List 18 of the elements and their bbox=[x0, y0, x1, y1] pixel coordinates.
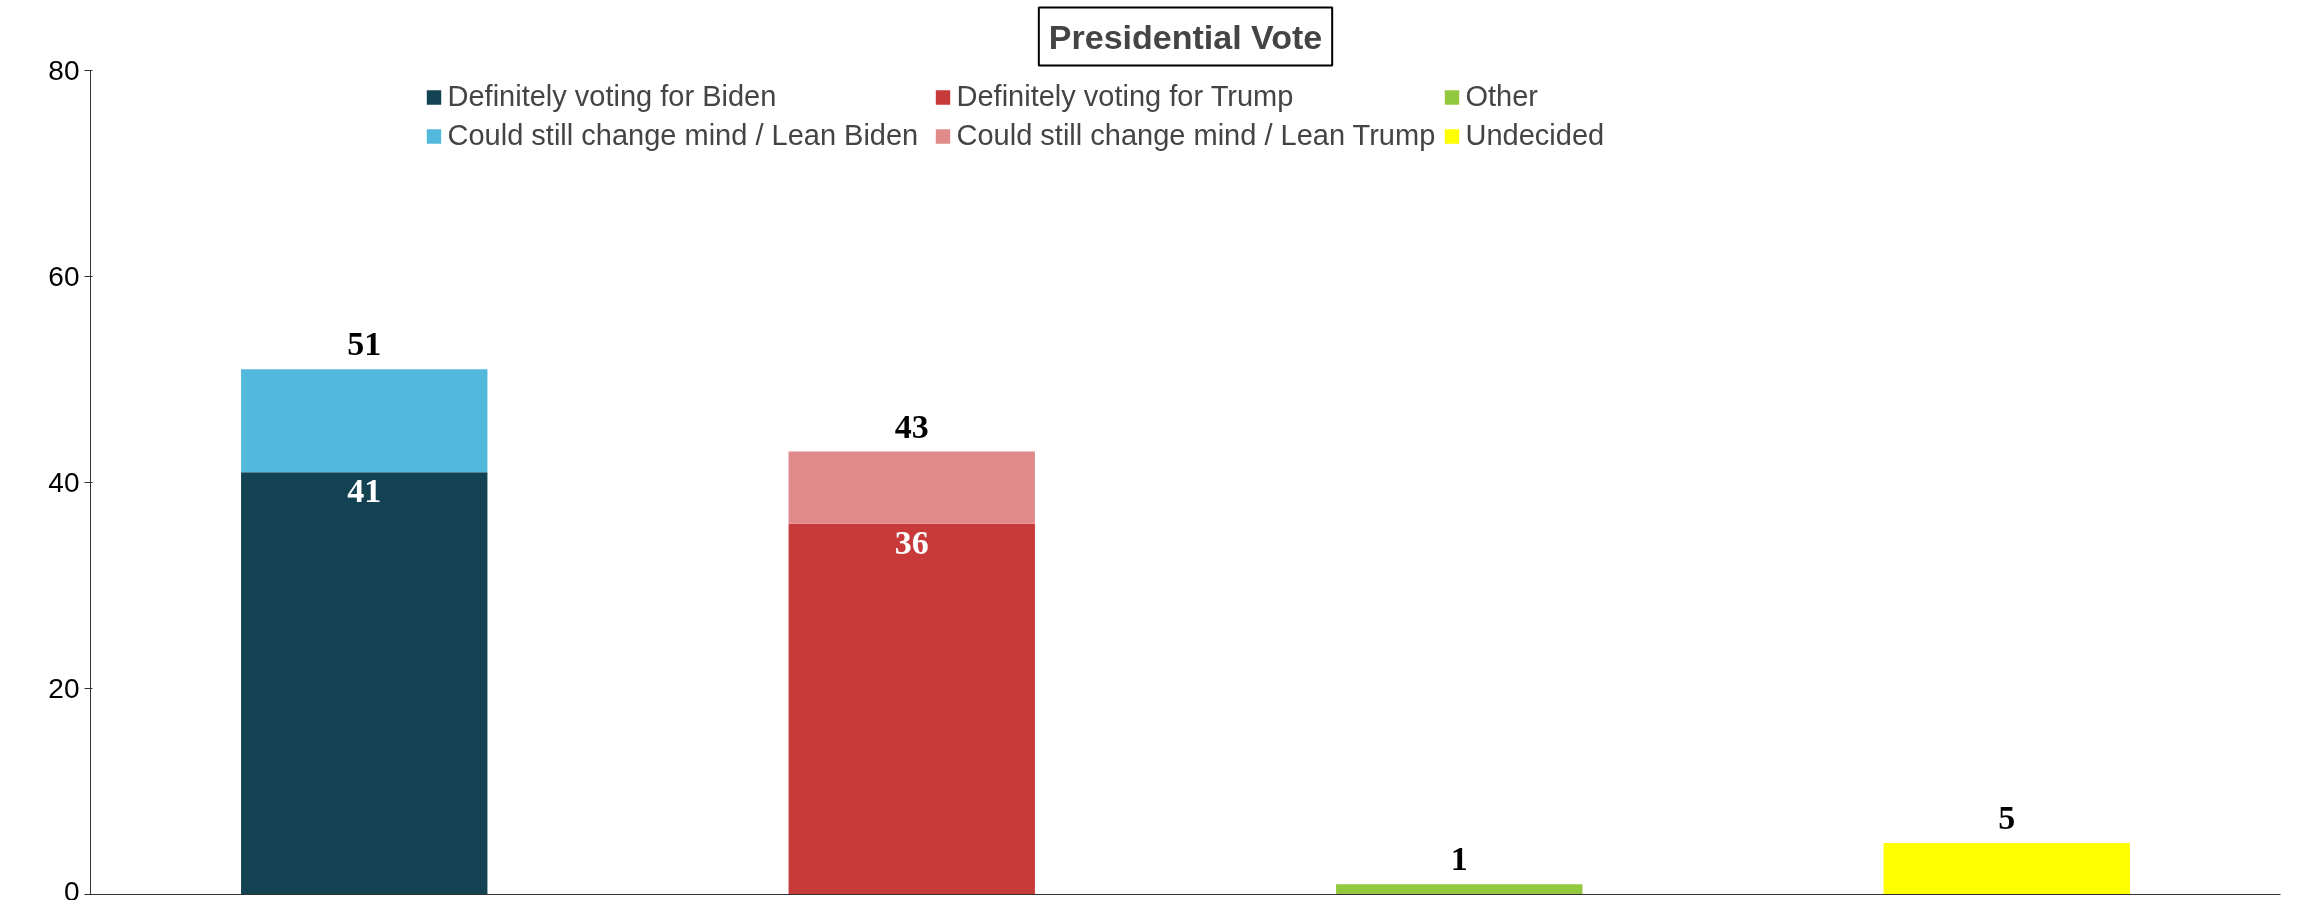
legend-label: Could still change mind / Lean Trump bbox=[956, 119, 1437, 152]
y-tick-label: 40 bbox=[48, 467, 80, 498]
total-label: 51 bbox=[347, 325, 382, 363]
y-tick-label: 80 bbox=[48, 55, 80, 86]
y-tick-label: 20 bbox=[48, 673, 80, 704]
y-tick-label: 0 bbox=[63, 875, 80, 907]
legend-label: Undecided bbox=[1465, 119, 1606, 152]
y-tick-label: 60 bbox=[48, 261, 80, 292]
legend-label: Could still change mind / Lean Biden bbox=[447, 119, 920, 152]
total-label: 5 bbox=[1998, 799, 2016, 836]
legend-label: Definitely voting for Biden bbox=[447, 80, 778, 113]
total-label: 1 bbox=[1450, 840, 1468, 878]
legend-label: Definitely voting for Trump bbox=[956, 80, 1295, 113]
legend-label: Other bbox=[1465, 80, 1540, 113]
total-label: 43 bbox=[894, 407, 929, 445]
data-label: 36 bbox=[894, 523, 929, 561]
chart-title: Presidential Vote bbox=[1048, 17, 1323, 56]
data-label: 41 bbox=[347, 472, 382, 510]
